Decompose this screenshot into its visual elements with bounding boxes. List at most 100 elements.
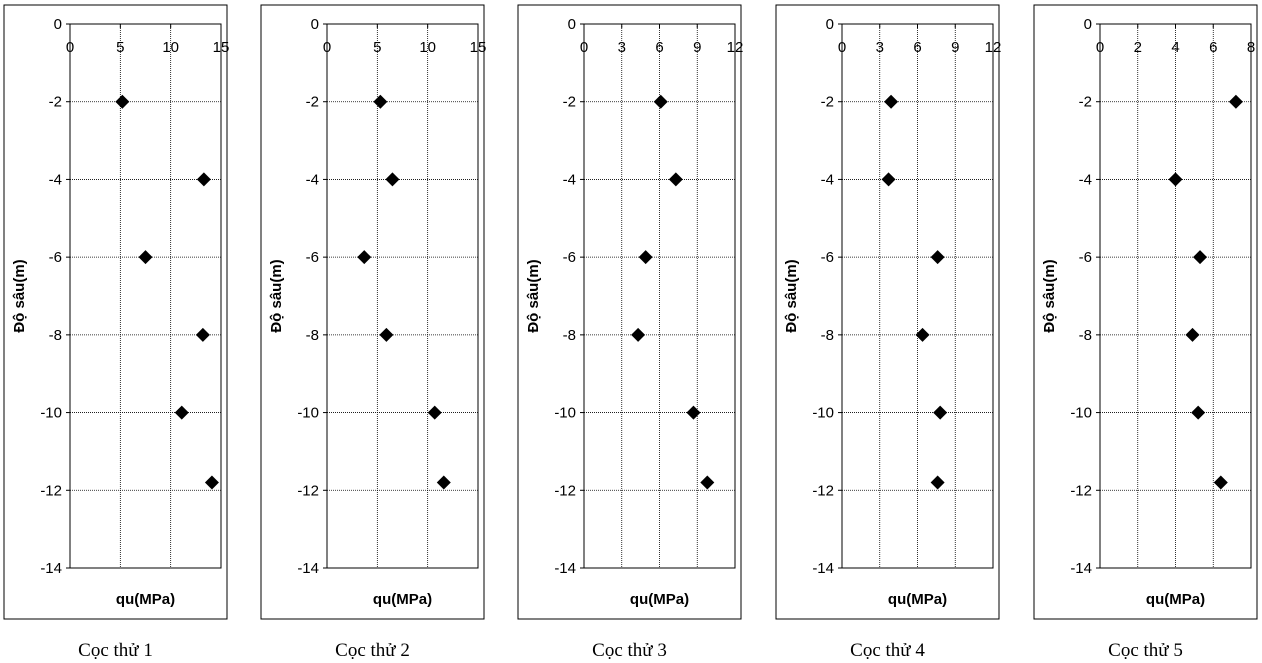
x-tick-label: 12 (985, 39, 1002, 56)
x-tick-label: 2 (1134, 39, 1142, 56)
data-point-diamond (700, 475, 715, 490)
y-tick-label: -8 (306, 327, 319, 344)
data-point-diamond (1191, 405, 1206, 420)
x-tick-label: 0 (323, 39, 331, 56)
y-tick-label: -6 (1079, 249, 1092, 266)
plot-area (69, 23, 222, 569)
x-tick-label: 0 (66, 39, 74, 56)
y-axis-title: Độ sâu(m) (1041, 259, 1058, 332)
y-tick-label: -10 (297, 405, 319, 422)
y-tick-label: -8 (49, 327, 62, 344)
x-axis-title: qu(MPa) (888, 591, 947, 608)
y-tick-label: -2 (821, 94, 834, 111)
x-tick-label: 3 (618, 39, 626, 56)
y-tick-label: -10 (1070, 405, 1092, 422)
chart-caption: Cọc thử 5 (1108, 640, 1183, 661)
y-axis-title: Độ sâu(m) (268, 259, 285, 332)
data-point-diamond (115, 94, 130, 109)
data-point-diamond (138, 250, 153, 265)
x-tick-label: 4 (1171, 39, 1179, 56)
data-point-diamond (379, 327, 394, 342)
y-tick-label: -14 (1070, 560, 1092, 577)
y-tick-label: -6 (49, 249, 62, 266)
plot-area (326, 23, 479, 569)
y-axis-title: Độ sâu(m) (783, 259, 800, 332)
x-tick-label: 15 (213, 39, 230, 56)
x-tick-label: 0 (1096, 39, 1104, 56)
x-tick-label: 10 (419, 39, 436, 56)
x-tick-label: 6 (1209, 39, 1217, 56)
y-tick-label: -4 (563, 171, 576, 188)
x-tick-label: 15 (470, 39, 487, 56)
y-tick-label: -8 (821, 327, 834, 344)
data-point-diamond (933, 405, 948, 420)
data-point-diamond (436, 475, 451, 490)
data-point-diamond (631, 327, 646, 342)
data-point-diamond (881, 172, 896, 187)
y-tick-label: -14 (812, 560, 834, 577)
data-point-diamond (668, 172, 683, 187)
chart-frame (775, 4, 1000, 620)
x-tick-label: 5 (116, 39, 124, 56)
x-tick-label: 0 (580, 39, 588, 56)
data-point-diamond (427, 405, 442, 420)
x-tick-label: 9 (693, 39, 701, 56)
y-tick-label: -10 (812, 405, 834, 422)
y-tick-label: -4 (306, 171, 319, 188)
data-point-diamond (204, 475, 219, 490)
y-tick-label: -14 (40, 560, 62, 577)
x-tick-label: 0 (838, 39, 846, 56)
chart-caption: Cọc thử 3 (592, 640, 667, 661)
y-tick-label: -6 (306, 249, 319, 266)
chart-caption: Cọc thử 2 (335, 640, 410, 661)
y-tick-label: 0 (826, 16, 834, 33)
y-tick-label: 0 (311, 16, 319, 33)
y-tick-label: -8 (563, 327, 576, 344)
data-point-diamond (638, 250, 653, 265)
y-tick-label: -6 (821, 249, 834, 266)
data-point-diamond (930, 475, 945, 490)
y-tick-label: -4 (821, 171, 834, 188)
y-tick-label: -14 (297, 560, 319, 577)
y-tick-label: -2 (1079, 94, 1092, 111)
x-tick-label: 6 (655, 39, 663, 56)
x-tick-label: 12 (727, 39, 744, 56)
data-point-diamond (1168, 172, 1183, 187)
data-point-diamond (930, 250, 945, 265)
data-point-diamond (915, 327, 930, 342)
x-axis-title: qu(MPa) (1146, 591, 1205, 608)
y-tick-label: 0 (1084, 16, 1092, 33)
data-point-diamond (1193, 250, 1208, 265)
chart-frame (3, 4, 228, 620)
x-axis-title: qu(MPa) (373, 591, 432, 608)
y-tick-label: -6 (563, 249, 576, 266)
y-tick-label: 0 (568, 16, 576, 33)
y-tick-label: -4 (49, 171, 62, 188)
x-tick-label: 3 (876, 39, 884, 56)
y-tick-label: -2 (49, 94, 62, 111)
y-tick-label: -4 (1079, 171, 1092, 188)
x-axis-title: qu(MPa) (116, 591, 175, 608)
data-point-diamond (653, 94, 668, 109)
data-point-diamond (357, 250, 372, 265)
x-tick-label: 9 (951, 39, 959, 56)
y-tick-label: -12 (1070, 482, 1092, 499)
x-tick-label: 8 (1247, 39, 1255, 56)
chart-caption: Cọc thử 1 (78, 640, 153, 661)
data-point-diamond (1185, 327, 1200, 342)
y-tick-label: -12 (40, 482, 62, 499)
y-tick-label: -2 (563, 94, 576, 111)
y-tick-label: -12 (297, 482, 319, 499)
y-tick-label: -2 (306, 94, 319, 111)
x-axis-title: qu(MPa) (630, 591, 689, 608)
y-tick-label: -10 (40, 405, 62, 422)
y-tick-label: 0 (54, 16, 62, 33)
data-point-diamond (195, 327, 210, 342)
y-tick-label: -12 (554, 482, 576, 499)
y-axis-title: Độ sâu(m) (11, 259, 28, 332)
data-point-diamond (385, 172, 400, 187)
x-tick-label: 10 (162, 39, 179, 56)
data-point-diamond (1213, 475, 1228, 490)
chart-frame (517, 4, 742, 620)
